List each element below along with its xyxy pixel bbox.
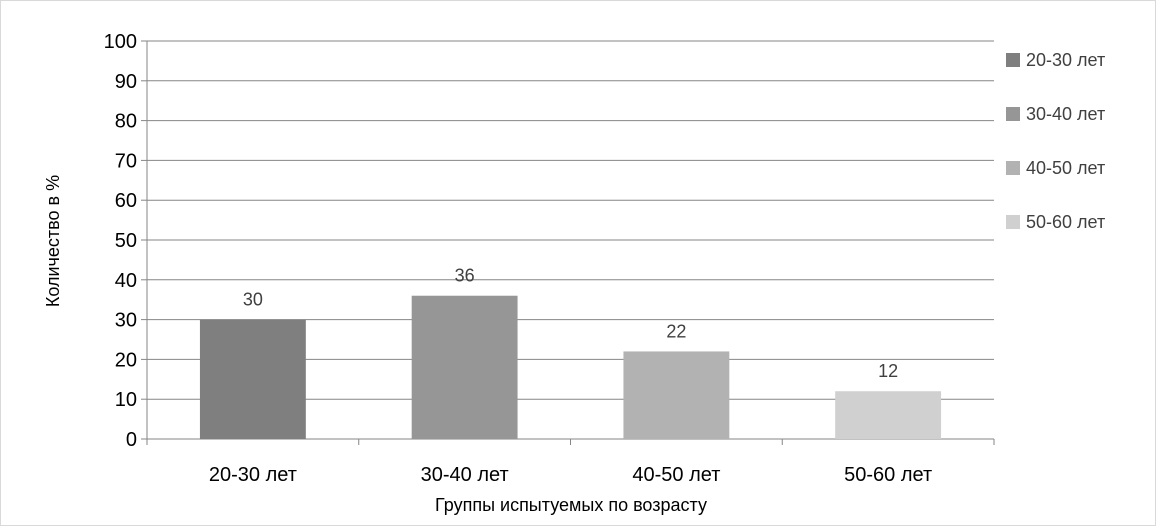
x-tick-label: 30-40 лет (421, 464, 509, 486)
x-tick-label: 50-60 лет (844, 464, 932, 486)
legend-label: 30-40 лет (1026, 104, 1105, 124)
y-tick-label: 80 (115, 111, 137, 133)
data-label: 22 (666, 321, 686, 341)
legend-swatch (1006, 161, 1020, 175)
data-label: 36 (455, 266, 475, 286)
y-tick-label: 30 (115, 310, 137, 332)
legend-label: 40-50 лет (1026, 158, 1105, 178)
y-tick-label: 60 (115, 190, 137, 212)
y-tick-labels: 0 10 20 30 40 50 60 70 80 90 100 (104, 31, 137, 451)
legend-label: 50-60 лет (1026, 212, 1105, 232)
y-tick-label: 100 (104, 31, 137, 53)
legend-swatch (1006, 53, 1020, 67)
x-tick-labels: 20-30 лет 30-40 лет 40-50 лет 50-60 лет (209, 464, 932, 486)
y-tick-label: 50 (115, 230, 137, 252)
bar-50-60 лет (835, 391, 942, 439)
legend-swatch (1006, 215, 1020, 229)
bar-40-50 лет (623, 351, 730, 439)
x-tick-label: 40-50 лет (632, 464, 720, 486)
legend-swatch (1006, 107, 1020, 121)
y-tick-label: 0 (126, 429, 137, 451)
y-tick-label: 70 (115, 150, 137, 172)
bar-30-40 лет (411, 295, 518, 439)
y-tick-label: 10 (115, 389, 137, 411)
data-labels: 30 36 22 12 (243, 266, 898, 382)
y-tick-label: 40 (115, 270, 137, 292)
data-label: 12 (878, 361, 898, 381)
data-label: 30 (243, 290, 263, 310)
bars (199, 295, 942, 439)
y-tick-label: 20 (115, 349, 137, 371)
legend: 20-30 лет 30-40 лет 40-50 лет 50-60 лет (1006, 50, 1105, 232)
legend-label: 20-30 лет (1026, 50, 1105, 70)
x-axis-title: Группы испытуемых по возрасту (435, 495, 707, 515)
y-axis-title: Количество в % (43, 175, 63, 307)
bar-20-30 лет (199, 319, 306, 439)
y-tick-label: 90 (115, 71, 137, 93)
x-tick-label: 20-30 лет (209, 464, 297, 486)
